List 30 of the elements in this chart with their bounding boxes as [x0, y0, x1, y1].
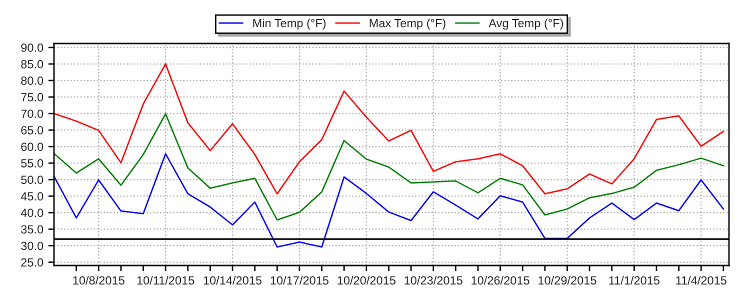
x-tick-label: 10/14/2015: [204, 276, 262, 285]
x-tick-label: 10/23/2015: [404, 276, 462, 285]
y-tick-label: 45.0: [20, 192, 44, 201]
y-tick-label: 75.0: [21, 93, 44, 102]
x-tick-label: 10/20/2015: [338, 276, 396, 285]
y-tick-label: 90.0: [21, 44, 44, 52]
y-tick-label: 85.0: [21, 60, 44, 68]
x-tick-label: 11/1/2015: [609, 276, 660, 285]
legend-label: Max Temp (°F): [370, 18, 446, 30]
y-tick-label: 25.0: [21, 258, 44, 267]
x-tick-label: 10/8/2015: [73, 276, 124, 285]
y-tick-label: 80.0: [21, 76, 44, 85]
x-tick-label: 10/17/2015: [270, 276, 329, 285]
line-series: [54, 153, 724, 248]
y-tick-label: 40.0: [20, 208, 44, 218]
y-tick-label: 50.0: [21, 176, 44, 184]
y-tick-label: 35.0: [21, 225, 44, 234]
y-tick-label: 65.0: [21, 126, 44, 134]
y-tick-label: 70.0: [21, 110, 44, 118]
x-tick-label: 11/4/2015: [676, 276, 726, 285]
y-tick-label: 55.0: [21, 159, 44, 168]
line-series: [54, 113, 724, 221]
y-tick-label: 30.0: [21, 242, 44, 250]
legend-label: Min Temp (°F): [253, 18, 326, 30]
y-tick-label: 60.0: [21, 142, 44, 151]
line-series: [54, 63, 724, 195]
x-tick-label: 10/29/2015: [538, 276, 596, 285]
x-tick-label: 10/26/2015: [472, 276, 530, 285]
x-tick-label: 10/11/2015: [137, 276, 194, 285]
legend-label: Avg Temp (°F): [488, 18, 564, 30]
